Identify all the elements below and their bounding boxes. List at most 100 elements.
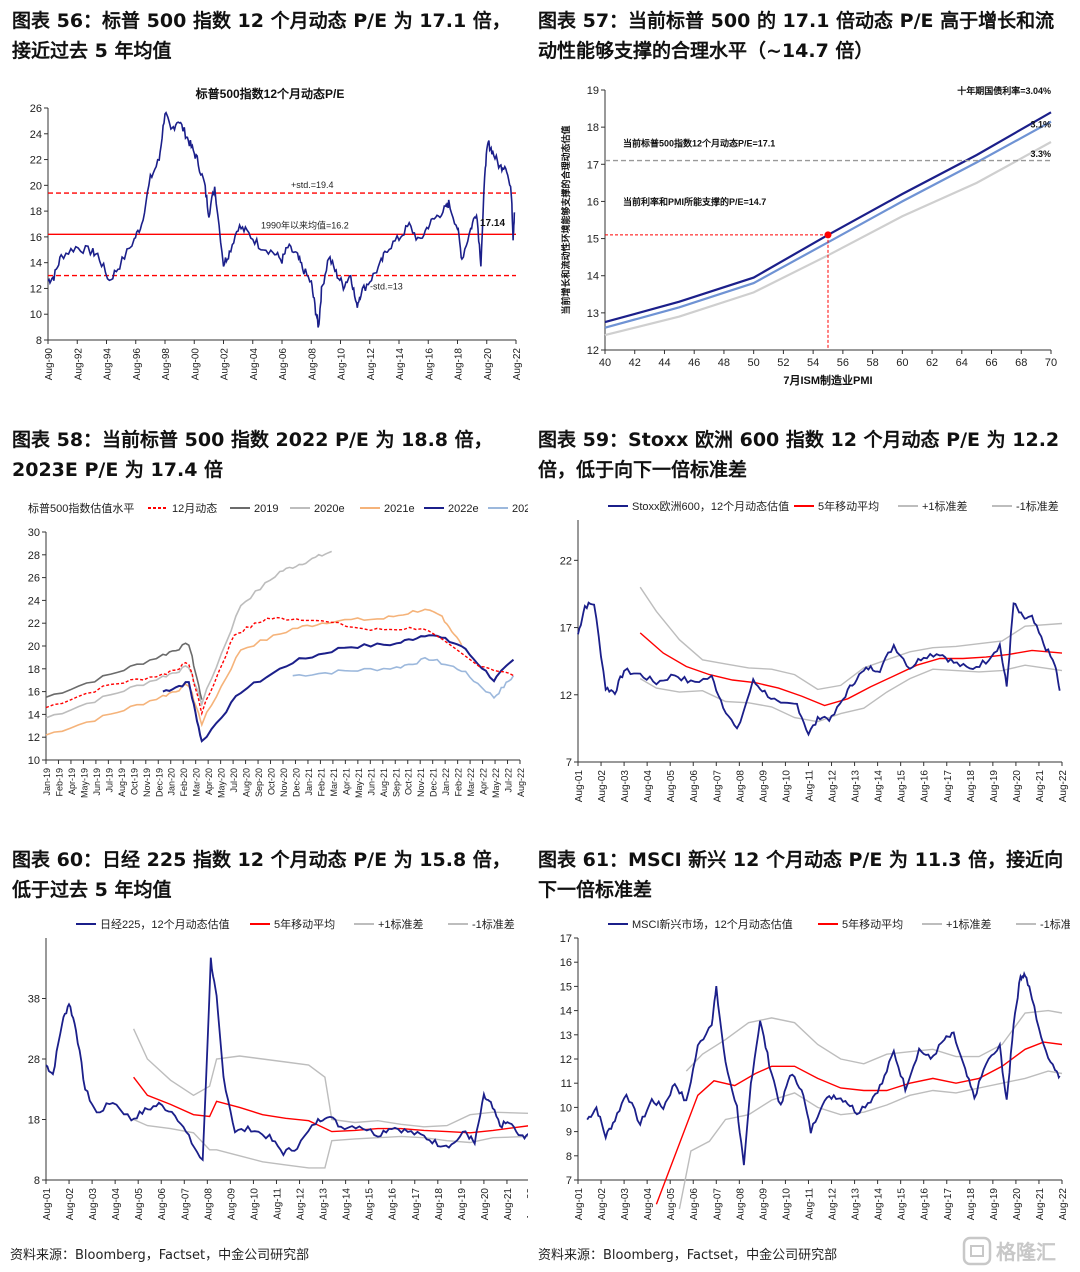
y-tick-label: 11 (561, 1078, 572, 1090)
y-tick-label: 17 (560, 623, 572, 635)
x-tick-label: 44 (658, 357, 670, 369)
x-tick-label: Aug-01 (574, 770, 585, 803)
x-tick-label: 68 (1015, 357, 1027, 369)
y-tick-label: 7 (566, 1175, 572, 1187)
legend-label: -1标准差 (1016, 499, 1059, 513)
x-tick-label: Aug-01 (42, 1188, 53, 1221)
x-tick-label: Aug-21 (379, 768, 389, 797)
x-tick-label: Sep-21 (391, 768, 401, 797)
x-tick-label: Aug-11 (804, 1188, 815, 1220)
y-tick-label: 15 (560, 981, 572, 993)
x-tick-label: Aug-21 (1035, 770, 1046, 803)
x-tick-label: 60 (896, 357, 908, 369)
y-tick-label: 22 (30, 155, 42, 167)
y-tick-label: 30 (28, 527, 40, 539)
y-tick-label: 17 (587, 159, 599, 171)
x-tick-label: Aug-12 (296, 1188, 307, 1221)
chart58-title: 图表 58：当前标普 500 指数 2022 P/E 为 18.8 倍，2023… (12, 429, 493, 481)
x-tick-label: Aug-20 (242, 768, 252, 797)
legend-label: 5年移动平均 (842, 917, 903, 931)
x-tick-label: Aug-02 (65, 1188, 76, 1221)
x-tick-label: Aug-02 (597, 770, 608, 803)
legend-label: 2020e (314, 503, 345, 515)
x-tick-label: 64 (956, 357, 968, 369)
y-tick-label: 22 (560, 555, 572, 567)
y-tick-label: 16 (30, 232, 42, 244)
x-tick-label: Jun-21 (366, 768, 376, 796)
x-tick-label: Aug-09 (758, 770, 769, 803)
x-tick-label: Nov-19 (142, 768, 152, 797)
series-line-2019 (45, 642, 203, 700)
y-tick-label: 18 (28, 1115, 40, 1127)
x-tick-label: Oct-20 (267, 768, 277, 795)
chart59-svg: Stoxx欧洲600，12个月动态估值 5年移动平均 +1标准差 -1标准差 7 12 17… (560, 499, 1069, 803)
y-tick-label: 8 (36, 335, 42, 347)
x-tick-label: Aug-16 (920, 770, 931, 803)
moving-average-line (655, 1041, 1063, 1205)
x-tick-label: Aug-06 (157, 1188, 168, 1221)
x-tick-label: Aug-19 (989, 1188, 1000, 1221)
x-tick-label: Aug-90 (44, 348, 55, 381)
annotation-label: 当前标普500指数12个月动态P/E=17.1 (623, 138, 775, 149)
x-tick-label: Aug-09 (226, 1188, 237, 1221)
x-tick-label: Mar-20 (192, 768, 202, 797)
x-tick-label: Aug-14 (874, 770, 885, 803)
x-tick-label: Feb-21 (316, 768, 326, 797)
series-label: 3.3% (1030, 149, 1051, 159)
x-tick-label: Aug-08 (735, 1188, 746, 1221)
x-tick-label: 48 (718, 357, 730, 369)
legend-label: 日经225，12个月动态估值 (100, 918, 230, 931)
legend-label: 2023e (512, 503, 528, 515)
x-tick-label: Apr-21 (341, 768, 351, 795)
x-tick-label: 54 (807, 357, 819, 369)
x-tick-label: Aug-04 (643, 770, 654, 803)
x-tick-label: Oct-21 (404, 768, 414, 795)
x-tick-label: Aug-04 (643, 1188, 654, 1221)
x-tick-label: Aug-12 (366, 348, 377, 381)
moving-average-line (639, 632, 1063, 707)
chart56-title: 图表 56：标普 500 指数 12 个月动态 P/E 为 17.1 倍，接近过… (12, 10, 511, 62)
source-note-left: 资料来源：Bloomberg，Factset，中金公司研究部 (10, 1248, 310, 1263)
x-tick-label: Aug-07 (180, 1188, 191, 1221)
x-tick-label: Aug-08 (735, 770, 746, 803)
x-tick-label: 66 (985, 357, 997, 369)
x-tick-label: Aug-06 (278, 348, 289, 381)
x-tick-label: Feb-19 (54, 768, 64, 797)
current-point-marker (824, 231, 832, 239)
x-tick-label: Aug-17 (943, 1188, 954, 1221)
plus-std-line (685, 1009, 1063, 1072)
y-tick-label: 10 (30, 309, 42, 321)
y-tick-label: 8 (566, 1151, 572, 1163)
x-tick-label: Nov-21 (416, 768, 426, 797)
x-tick-label: Aug-21 (503, 1188, 514, 1221)
chart58-svg: 标普500指数估值水平 12月动态 2019 2020e 2021e 2022e 2023e… (28, 501, 528, 798)
series-label: 十年期国债利率=3.04% (957, 85, 1051, 96)
y-tick-label: 16 (560, 957, 572, 969)
x-tick-label: 42 (629, 357, 641, 369)
x-tick-label: Jul-20 (229, 768, 239, 793)
chart61-svg: MSCI新兴市场，12个月动态估值 5年移动平均 +1标准差 -1标准差 7 8 9 10 11… (560, 917, 1070, 1221)
y-tick-label: 9 (566, 1127, 572, 1139)
x-tick-label: Aug-08 (203, 1188, 214, 1221)
x-tick-label: Aug-98 (161, 348, 172, 381)
x-tick-label: 52 (777, 357, 789, 369)
y-tick-label: 13 (587, 308, 599, 320)
x-tick-label: Aug-03 (620, 770, 631, 803)
x-tick-label: 58 (866, 357, 878, 369)
plus-std-line (639, 586, 1063, 691)
x-tick-label: 56 (837, 357, 849, 369)
x-tick-label: Aug-16 (920, 1188, 931, 1221)
x-tick-label: Feb-22 (454, 768, 464, 797)
x-tick-label: Mar-22 (466, 768, 476, 797)
x-axis-title: 7月ISM制造业PMI (783, 373, 872, 387)
x-tick-label: Jan-19 (42, 768, 52, 796)
pe-series-line (577, 601, 1061, 737)
legend-label: Stoxx欧洲600，12个月动态估值 (632, 500, 789, 513)
x-tick-label: Aug-07 (712, 1188, 723, 1221)
x-tick-label: Aug-05 (666, 1188, 677, 1221)
y-tick-label: 24 (28, 595, 40, 607)
x-tick-label: Aug-94 (103, 348, 114, 381)
y-tick-label: 20 (28, 641, 40, 653)
x-tick-label: Aug-04 (249, 348, 260, 381)
chart59-title: 图表 59：Stoxx 欧洲 600 指数 12 个月动态 P/E 为 12.2… (538, 429, 1060, 481)
